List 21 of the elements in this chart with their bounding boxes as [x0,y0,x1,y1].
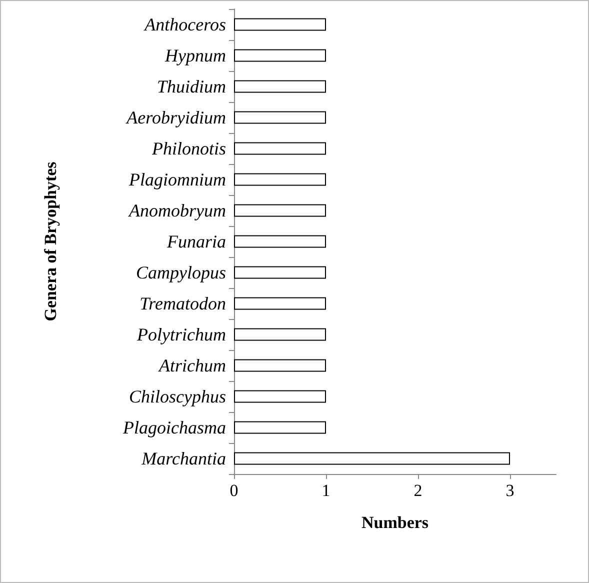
y-tick-label: Polytrichum [136,324,226,344]
y-tick-label: Campylopus [136,262,226,282]
y-tick-label: Trematodon [140,294,226,314]
y-tick-label: Plagoichasma [122,418,226,438]
y-tick-label: Funaria [166,232,226,252]
y-axis-title: Genera of Bryophytes [41,161,60,322]
x-tick-label: 3 [506,481,514,500]
y-tick-label: Anomobryum [128,200,226,220]
y-tick-label: Thuidium [156,76,226,96]
x-axis-title: Numbers [361,513,429,532]
x-tick-label: 0 [230,481,238,500]
y-tick-label: Marchantia [140,448,226,468]
y-tick-label: Anthoceros [144,14,226,34]
x-tick-label: 1 [322,481,330,500]
y-tick-label: Philonotis [150,138,226,158]
y-tick-label: Plagiomnium [128,170,226,190]
x-tick-label: 2 [414,481,422,500]
y-tick-label: Aerobryidium [126,108,226,128]
y-tick-label: Atrichum [158,356,226,376]
y-tick-label: Hypnum [164,46,226,66]
y-tick-label: Chiloscyphus [129,386,226,406]
